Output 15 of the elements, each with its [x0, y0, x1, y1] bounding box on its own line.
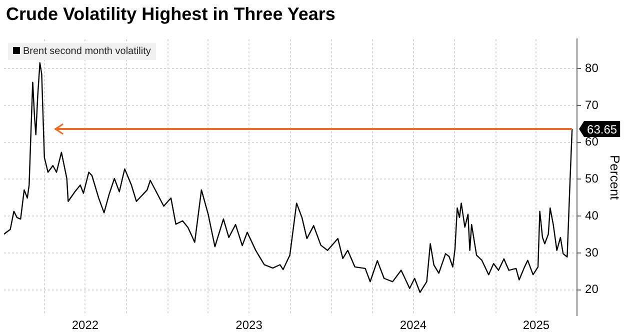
x-tick-label: 2025 — [522, 318, 550, 332]
x-tick-label: 2024 — [400, 318, 427, 332]
chart-title: Crude Volatility Highest in Three Years — [6, 4, 336, 25]
data-label: 63.65 — [587, 122, 618, 136]
y-tick-label: 70 — [585, 98, 599, 112]
y-tick-label: 60 — [585, 134, 599, 149]
y-tick-label: 50 — [585, 172, 599, 186]
x-tick-label: 2023 — [236, 318, 263, 332]
y-tick-label: 80 — [585, 60, 599, 75]
y-tick-label: 20 — [585, 282, 599, 296]
legend-label: Brent second month volatility — [23, 46, 151, 58]
y-tick-label: 40 — [585, 208, 599, 222]
y-axis-title: Percent — [608, 154, 623, 200]
y-tick-label: 30 — [585, 245, 599, 260]
x-tick-label: 2022 — [72, 318, 99, 332]
